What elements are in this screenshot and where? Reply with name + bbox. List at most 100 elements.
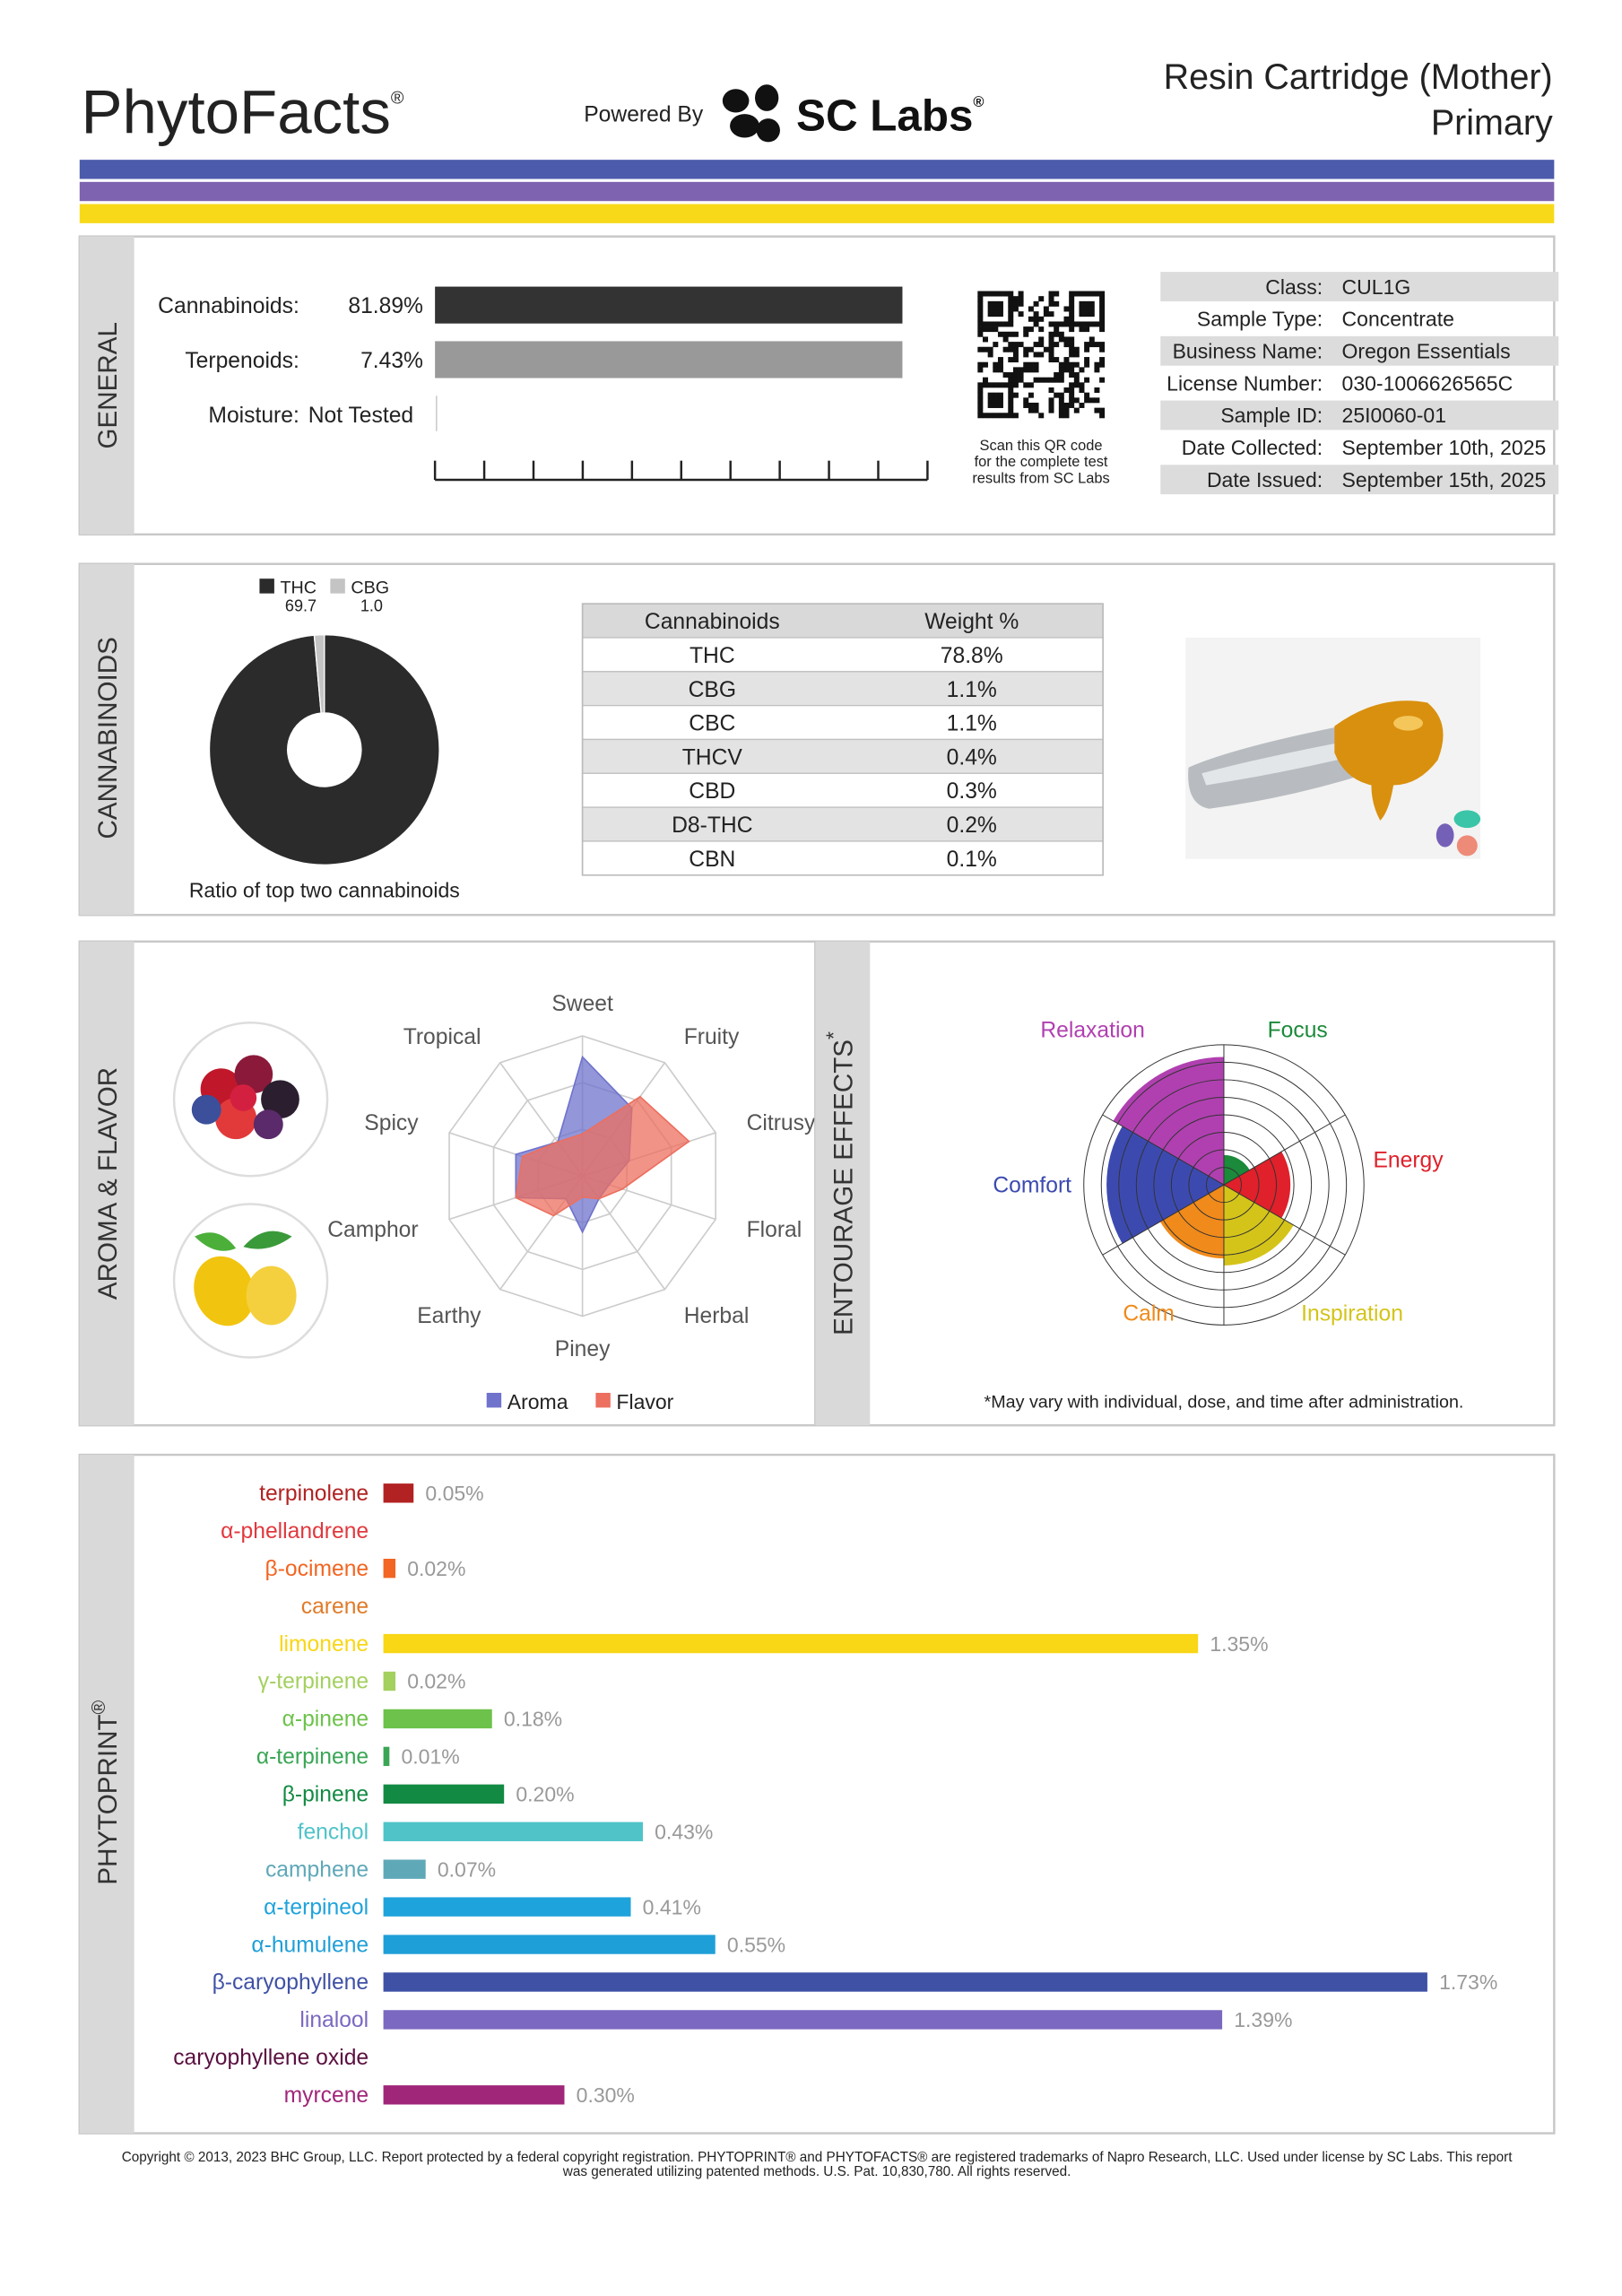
terpene-name: γ-terpinene <box>258 1670 369 1694</box>
qr-cell <box>1099 300 1106 307</box>
qr-cell <box>1089 291 1095 297</box>
table-row <box>581 806 1104 842</box>
legend-label: THC <box>280 578 317 598</box>
info-value: September 15th, 2025 <box>1342 468 1547 491</box>
qr-cell <box>997 397 1003 404</box>
brand: PhytoFacts® <box>81 77 403 147</box>
radar-axis-label: Citrusy <box>747 1111 816 1135</box>
leaf <box>195 1232 237 1251</box>
qr-cell <box>1058 321 1064 327</box>
effect-sector <box>1159 1185 1224 1259</box>
legend-swatch <box>259 578 274 594</box>
qr-cell <box>977 407 984 413</box>
logo-dot <box>1436 823 1454 848</box>
qr-cell <box>1008 377 1014 383</box>
qr-cell <box>1099 316 1106 322</box>
qr-cell <box>997 306 1003 312</box>
terpene-name: α-humulene <box>251 1933 369 1957</box>
qr-cell <box>1048 377 1054 383</box>
qr-cell <box>993 382 999 388</box>
qr-cell <box>1012 357 1019 363</box>
qr-cell <box>987 321 993 327</box>
label: 7.43% <box>360 349 423 373</box>
effect-sector <box>1223 1185 1294 1265</box>
qr-cell <box>1012 306 1019 312</box>
info-value: September 10th, 2025 <box>1342 436 1547 459</box>
qr-cell <box>1063 316 1070 322</box>
terpene-bar <box>383 1709 492 1729</box>
qr-cell <box>1069 387 1075 393</box>
qr-cell <box>1054 372 1060 378</box>
logo-dot <box>756 118 780 143</box>
qr-cell <box>1054 392 1060 398</box>
qr-cell <box>1048 397 1054 404</box>
qr-cell <box>1018 300 1024 307</box>
qr-cell <box>1048 331 1054 337</box>
table-row <box>581 671 1104 707</box>
legend-label: Aroma <box>507 1390 568 1413</box>
legend-value: 1.0 <box>360 596 383 614</box>
table-cell: CBC <box>689 712 735 736</box>
logo-dot <box>722 89 750 113</box>
fruit-icons <box>172 1021 329 1359</box>
info-label: Sample ID: <box>1220 404 1323 427</box>
terpene-value: 0.43% <box>655 1820 713 1843</box>
terpene-value: 0.55% <box>727 1933 785 1956</box>
qr-cell <box>1002 346 1009 352</box>
qr-cell <box>1018 291 1024 297</box>
section-strip <box>79 941 134 1426</box>
table-cell: THCV <box>682 745 743 770</box>
qr-cell <box>1023 326 1029 333</box>
section-strip <box>79 236 134 535</box>
info-label: Class: <box>1265 275 1323 299</box>
qr-cell <box>1048 291 1054 297</box>
qr-cell <box>1073 407 1080 413</box>
qr-cell <box>1099 413 1106 419</box>
effects-footnote: *May vary with individual, dose, and tim… <box>984 1392 1464 1412</box>
radar-area <box>515 1095 690 1217</box>
qr-cell <box>1099 357 1106 363</box>
qr-cell <box>1084 377 1090 383</box>
label: 81.89% <box>348 294 423 318</box>
qr-cell <box>997 392 1003 398</box>
qr-cell <box>1063 367 1070 373</box>
qr-cell <box>993 413 999 419</box>
qr-cell <box>993 326 999 333</box>
qr-cell <box>1058 361 1064 368</box>
terpene-bar <box>383 1822 643 1841</box>
qr-cell <box>1023 367 1029 373</box>
qr-cell <box>1099 306 1106 312</box>
qr-cell <box>1028 367 1034 373</box>
effect-spoke <box>1102 1184 1225 1256</box>
section-strip <box>79 1455 134 2134</box>
qr-cell <box>1008 407 1014 413</box>
qr-cell <box>1099 296 1106 302</box>
effect-label: Relaxation <box>1040 1019 1145 1043</box>
table-row <box>581 738 1104 774</box>
terpene-name: terpinolene <box>259 1482 369 1506</box>
qr-cell <box>982 321 988 327</box>
terpene-value: 0.30% <box>577 2083 635 2107</box>
qr-cell <box>1023 331 1029 337</box>
radar-axis-label: Piney <box>555 1337 611 1361</box>
radar-axis-label: Tropical <box>403 1025 481 1049</box>
terpene-bar <box>383 1633 1199 1654</box>
radar-axis-label: Camphor <box>327 1218 418 1242</box>
qr-cell <box>1084 306 1090 312</box>
qr-cell <box>993 291 999 297</box>
qr-cell <box>1069 367 1075 373</box>
table-cell: 0.1% <box>947 848 997 872</box>
terpene-name: β-pinene <box>282 1783 369 1807</box>
qr-cell <box>1048 311 1054 317</box>
radar-axis-label: Sweet <box>551 992 613 1016</box>
qr-cell <box>993 361 999 368</box>
qr-cell <box>977 331 984 337</box>
qr-cell <box>1012 296 1019 302</box>
berry <box>261 1080 299 1119</box>
table-cell: CBN <box>689 848 735 872</box>
qr-cell <box>1054 377 1060 383</box>
qr-cell <box>1089 342 1095 348</box>
footer-text: Copyright © 2013, 2023 BHC Group, LLC. R… <box>122 2150 1513 2165</box>
terpene-bar <box>383 2085 565 2105</box>
spatula-shine <box>1201 737 1369 786</box>
